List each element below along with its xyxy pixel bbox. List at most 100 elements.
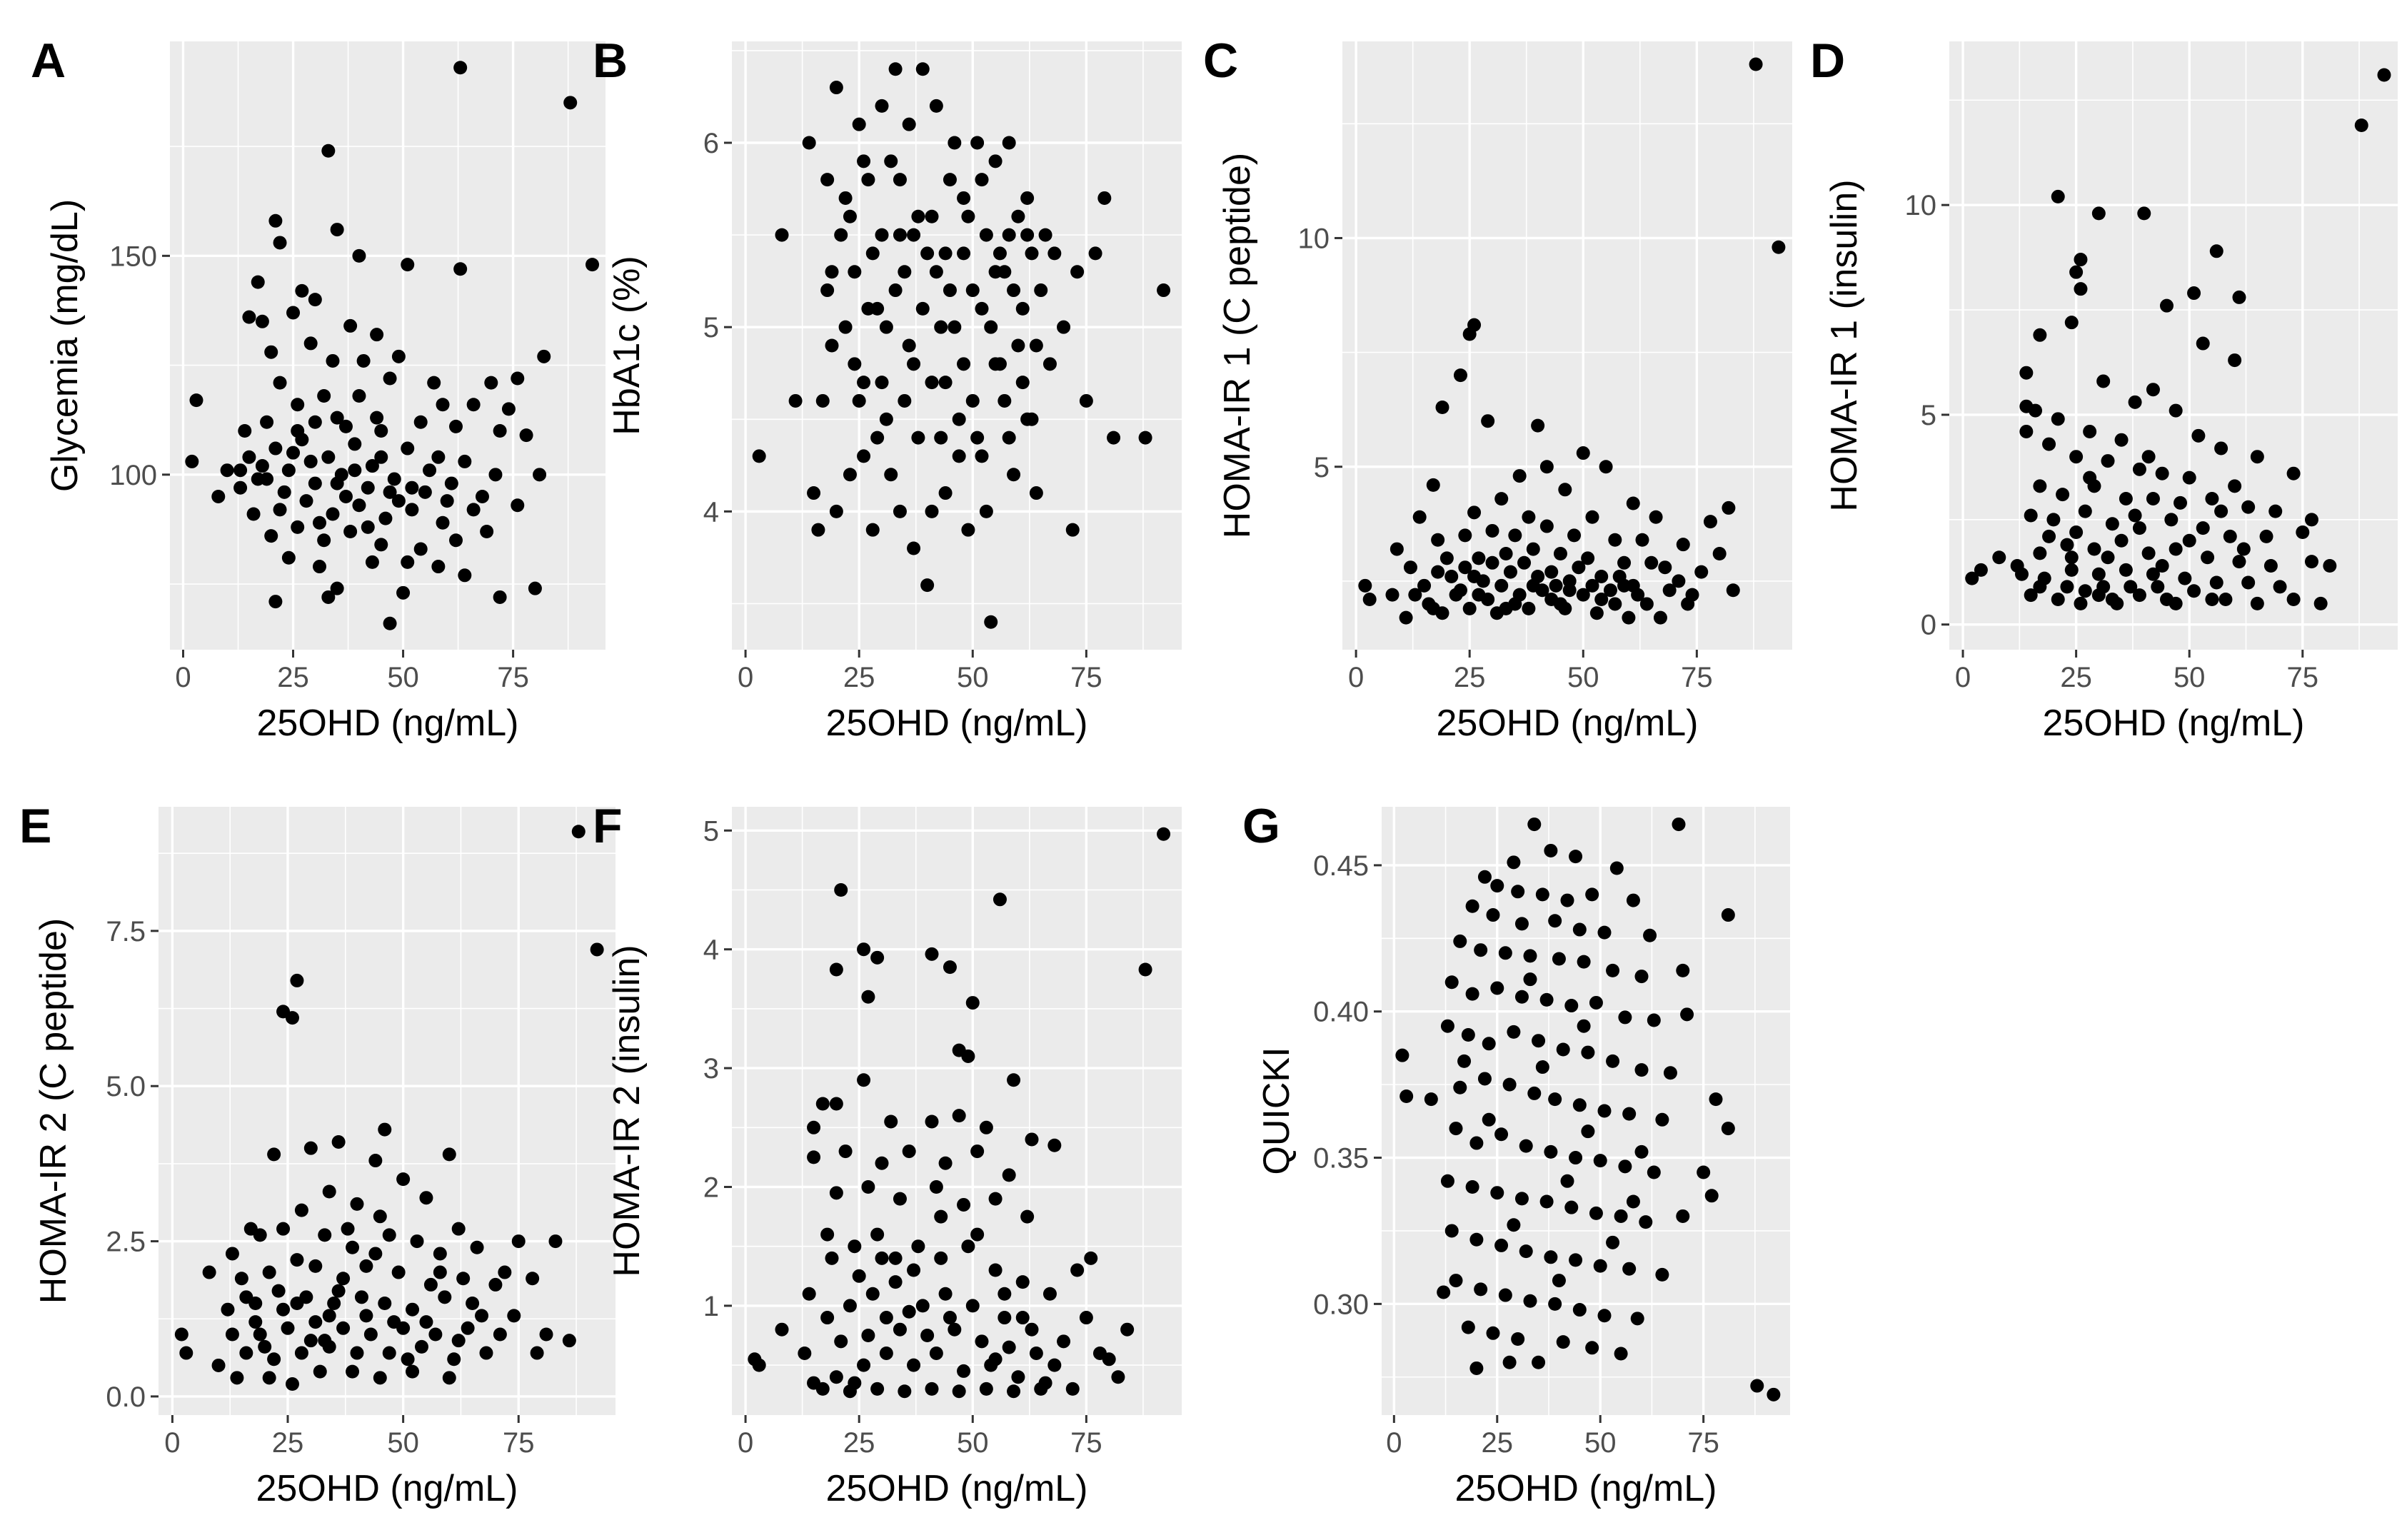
data-point: [938, 1287, 953, 1301]
data-point: [993, 892, 1007, 907]
data-point: [1655, 1112, 1669, 1127]
data-point: [507, 1309, 521, 1323]
data-point: [807, 1150, 821, 1164]
data-point: [1444, 570, 1459, 584]
data-point: [563, 96, 578, 110]
data-point: [870, 1382, 885, 1396]
data-point: [1444, 1224, 1459, 1238]
data-point: [1631, 588, 1645, 602]
x-tick-label: 50: [957, 662, 989, 693]
data-point: [1507, 1025, 1521, 1039]
data-point: [2024, 588, 2038, 603]
data-point: [488, 468, 503, 482]
data-point: [370, 411, 384, 425]
data-point: [925, 209, 939, 223]
data-point: [865, 1287, 880, 1301]
x-tick-label: 50: [387, 662, 419, 693]
y-tick-label: 0.35: [1313, 1143, 1369, 1174]
x-axis-title: 25OHD (ng/mL): [1455, 1468, 1717, 1509]
data-point: [2105, 517, 2119, 531]
data-point: [752, 449, 766, 463]
data-point: [843, 1299, 857, 1313]
data-point: [461, 1321, 475, 1335]
data-point: [1581, 551, 1595, 565]
data-point: [2114, 433, 2129, 447]
data-point: [1057, 1334, 1071, 1349]
data-point: [2046, 513, 2061, 527]
data-point: [1362, 593, 1377, 607]
data-point: [1025, 1132, 1039, 1147]
data-point: [537, 349, 551, 363]
data-point: [1469, 1232, 1484, 1247]
data-point: [2091, 588, 2106, 603]
data-point: [979, 1382, 993, 1396]
data-point: [1539, 519, 1554, 533]
data-point: [1639, 1215, 1653, 1229]
data-point: [2128, 508, 2142, 523]
data-point: [290, 1297, 304, 1311]
data-point: [1011, 209, 1025, 223]
data-point: [975, 173, 989, 187]
y-axis-title: HOMA-IR 1 (C peptide): [1217, 153, 1258, 538]
data-point: [1437, 1285, 1451, 1299]
data-point: [401, 258, 415, 272]
data-point: [1556, 1335, 1570, 1349]
data-point: [327, 1297, 341, 1311]
data-point: [2014, 567, 2029, 581]
data-point: [961, 209, 975, 223]
data-point: [2132, 521, 2146, 535]
data-point: [802, 1287, 816, 1301]
data-point: [1477, 1072, 1492, 1086]
data-point: [1622, 1107, 1637, 1121]
data-point: [1390, 542, 1404, 556]
data-point: [2033, 546, 2047, 560]
data-point: [391, 1265, 406, 1279]
x-tick-label: 25: [272, 1427, 304, 1459]
data-point: [312, 560, 326, 574]
data-point: [952, 1109, 966, 1123]
data-point: [1498, 946, 1512, 960]
data-point: [1007, 1073, 1021, 1087]
data-point: [2069, 265, 2084, 279]
data-point: [879, 1311, 893, 1325]
data-point: [1507, 855, 1521, 870]
data-point: [957, 1197, 971, 1212]
data-point: [363, 1327, 378, 1342]
panel-d: 0 25 50 75 0 5 10 25OHD (ng/mL) HOMA-IR 1 (insul…: [1810, 34, 2398, 744]
data-point: [262, 1371, 276, 1385]
data-point: [1097, 191, 1112, 205]
data-point: [1585, 510, 1599, 524]
data-point: [436, 398, 450, 412]
data-point: [988, 357, 1003, 371]
data-point: [820, 173, 835, 187]
data-point: [1514, 990, 1529, 1004]
data-point: [1157, 283, 1171, 298]
data-point: [373, 1209, 387, 1224]
data-point: [879, 320, 893, 334]
data-point: [453, 61, 468, 75]
data-point: [1011, 1370, 1025, 1384]
data-point: [406, 1302, 420, 1317]
x-axis-title: 25OHD (ng/mL): [826, 1468, 1088, 1509]
data-point: [423, 463, 437, 478]
panel-c: 0 25 50 75 5 10 25OHD (ng/mL) HOMA-IR 1 (C pept…: [1203, 34, 1792, 744]
data-point: [1490, 879, 1504, 893]
data-point: [907, 228, 921, 242]
data-point: [330, 581, 344, 595]
y-tick-label: 6: [703, 128, 719, 159]
data-point: [1630, 1312, 1644, 1326]
data-point: [383, 485, 397, 499]
data-point: [752, 1358, 766, 1372]
data-point: [948, 320, 962, 334]
data-point: [1465, 1180, 1479, 1194]
x-tick-label: 25: [843, 1427, 875, 1459]
data-point: [273, 376, 287, 390]
data-point: [1593, 1259, 1607, 1273]
data-point: [893, 228, 907, 242]
data-point: [378, 1297, 392, 1311]
x-tick-label: 25: [277, 662, 309, 693]
data-point: [907, 357, 921, 371]
data-point: [493, 424, 507, 438]
data-point: [1070, 265, 1085, 279]
